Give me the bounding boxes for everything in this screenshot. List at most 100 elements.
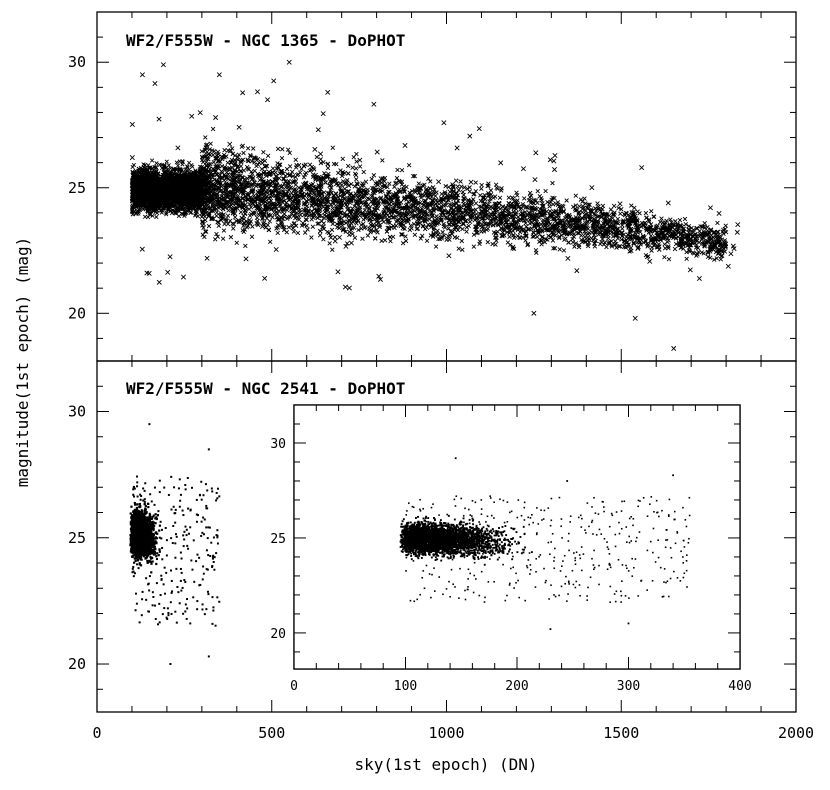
data-point bbox=[473, 180, 478, 185]
data-point bbox=[582, 196, 587, 201]
data-point bbox=[298, 212, 303, 218]
data-point bbox=[275, 146, 281, 152]
data-point bbox=[220, 236, 226, 241]
data-point bbox=[360, 236, 365, 241]
data-point bbox=[522, 196, 527, 201]
data-point bbox=[479, 229, 484, 234]
data-point bbox=[261, 220, 267, 225]
data-point bbox=[407, 227, 413, 233]
data-point bbox=[175, 163, 181, 168]
data-point bbox=[608, 207, 614, 212]
data-point bbox=[660, 220, 666, 225]
data-point bbox=[379, 238, 384, 244]
data-point bbox=[353, 166, 359, 171]
data-point bbox=[406, 162, 412, 168]
data-point bbox=[234, 240, 239, 246]
data-point bbox=[479, 186, 484, 191]
data-point bbox=[446, 226, 451, 231]
data-point bbox=[562, 237, 567, 242]
data-point bbox=[231, 226, 236, 231]
data-point bbox=[467, 189, 472, 194]
data-point bbox=[275, 230, 280, 236]
data-point bbox=[325, 165, 331, 171]
data-point bbox=[245, 146, 251, 151]
data-point bbox=[327, 241, 332, 246]
data-point bbox=[154, 161, 159, 166]
data-point bbox=[464, 229, 469, 234]
data-point bbox=[203, 135, 208, 140]
data-point bbox=[350, 231, 355, 237]
data-point bbox=[216, 223, 222, 229]
data-point bbox=[387, 181, 392, 186]
data-point bbox=[229, 146, 235, 151]
data-point bbox=[176, 213, 182, 219]
data-point bbox=[365, 233, 371, 238]
data-point bbox=[611, 203, 617, 209]
data-point bbox=[435, 232, 440, 237]
data-point bbox=[279, 155, 285, 161]
data-point bbox=[672, 246, 678, 252]
data-point bbox=[228, 234, 234, 240]
data-point bbox=[206, 223, 212, 229]
data-point bbox=[677, 217, 683, 223]
data-point bbox=[321, 237, 326, 242]
data-point bbox=[361, 169, 366, 175]
data-point bbox=[249, 234, 255, 239]
data-point bbox=[190, 164, 195, 169]
data-point bbox=[564, 198, 569, 203]
data-point bbox=[164, 159, 169, 164]
data-point bbox=[210, 126, 216, 132]
data-point bbox=[511, 232, 516, 238]
data-point bbox=[535, 188, 540, 194]
data-point bbox=[632, 205, 637, 211]
data-point bbox=[424, 238, 430, 244]
data-point bbox=[317, 228, 323, 234]
data-point bbox=[382, 238, 388, 243]
data-point bbox=[460, 189, 466, 195]
data-point bbox=[493, 242, 498, 247]
data-point bbox=[259, 166, 265, 172]
data-point bbox=[690, 250, 696, 255]
data-point bbox=[350, 165, 355, 170]
data-point bbox=[302, 230, 308, 235]
data-point bbox=[226, 208, 231, 213]
data-point bbox=[157, 162, 162, 167]
data-point bbox=[310, 224, 316, 229]
data-point bbox=[243, 243, 248, 249]
data-point bbox=[325, 229, 330, 235]
data-point bbox=[174, 172, 179, 177]
data-point bbox=[400, 240, 406, 246]
data-point bbox=[515, 198, 520, 203]
data-point bbox=[354, 151, 359, 157]
data-point bbox=[592, 244, 598, 249]
data-point bbox=[261, 149, 266, 155]
data-point bbox=[474, 211, 479, 217]
data-point bbox=[715, 220, 720, 226]
data-point bbox=[458, 179, 463, 184]
data-point bbox=[557, 247, 562, 252]
data-point bbox=[210, 152, 216, 158]
data-point bbox=[460, 247, 465, 253]
data-point bbox=[578, 197, 584, 202]
data-point bbox=[673, 218, 678, 224]
data-point bbox=[162, 164, 167, 169]
data-point bbox=[459, 238, 464, 244]
data-point bbox=[635, 209, 640, 214]
data-point bbox=[221, 228, 227, 233]
data-point bbox=[154, 214, 159, 220]
data-point bbox=[550, 180, 555, 186]
data-point bbox=[212, 237, 218, 242]
data-point bbox=[573, 193, 579, 198]
data-point bbox=[340, 156, 345, 162]
data-point bbox=[467, 219, 473, 225]
data-point bbox=[649, 208, 654, 214]
data-point bbox=[453, 178, 459, 183]
data-point bbox=[195, 214, 201, 219]
data-point bbox=[330, 145, 335, 150]
data-point bbox=[399, 167, 405, 173]
data-point bbox=[497, 195, 503, 201]
data-point bbox=[149, 158, 155, 163]
data-point bbox=[416, 181, 422, 186]
data-point bbox=[238, 209, 244, 215]
